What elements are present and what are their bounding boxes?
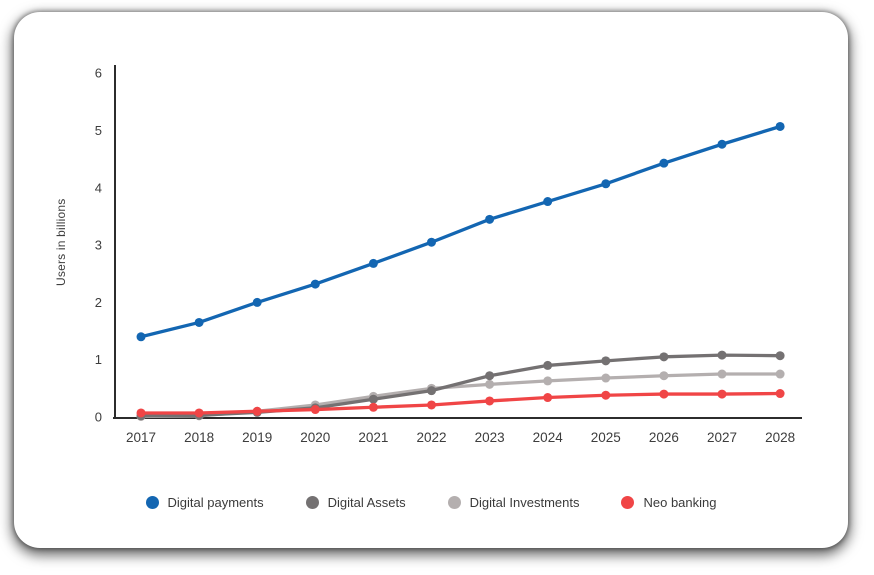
legend-item-digital-assets: Digital Assets: [305, 495, 406, 510]
data-point-digital-payments: [368, 258, 378, 268]
x-tick-label: 2023: [475, 430, 505, 445]
data-point-digital-investments: [659, 371, 669, 381]
chart-plot-area: 0 1 2 3 4 5 6 2017 2018 2019 2020 2021 2022 2023 2024 2…: [95, 65, 802, 445]
y-axis-title: Users in billions: [54, 198, 68, 286]
data-point-neo-banking: [659, 389, 669, 399]
chart-legend: Digital payments Digital Assets Digital In…: [14, 495, 848, 510]
legend-label: Neo banking: [643, 495, 717, 510]
x-tick-label: 2020: [300, 430, 330, 445]
y-tick-label: 5: [95, 123, 102, 138]
data-point-digital-investments: [775, 369, 785, 379]
data-point-neo-banking: [252, 406, 262, 416]
x-tick-label: 2022: [416, 430, 446, 445]
data-point-digital-investments: [485, 379, 495, 389]
legend-dot-icon: [621, 496, 635, 509]
data-point-digital-assets: [427, 386, 436, 396]
legend-dot-icon: [145, 496, 159, 509]
legend-label: Digital Investments: [469, 495, 580, 510]
data-point-digital-assets: [659, 352, 669, 362]
x-tick-label: 2026: [649, 430, 679, 445]
y-tick-label: 3: [95, 238, 102, 253]
legend-item-digital-investments: Digital Investments: [447, 495, 580, 510]
data-point-neo-banking: [194, 408, 204, 418]
data-point-digital-assets: [368, 394, 378, 404]
y-tick-label: 6: [95, 66, 102, 81]
data-point-digital-investments: [601, 373, 611, 383]
x-tick-label: 2024: [533, 430, 564, 445]
data-point-neo-banking: [427, 400, 436, 410]
x-tick-label: 2021: [358, 430, 388, 445]
chart-card: 0 1 2 3 4 5 6 2017 2018 2019 2020 2021 2022 2023 2024 2…: [14, 12, 848, 548]
x-tick-label: 2019: [242, 430, 272, 445]
data-point-digital-payments: [659, 158, 669, 168]
legend-label: Digital Assets: [327, 495, 406, 510]
data-point-digital-payments: [310, 279, 320, 289]
data-point-neo-banking: [136, 408, 146, 418]
legend-dot-icon: [447, 496, 461, 509]
data-point-digital-payments: [717, 139, 727, 149]
data-point-digital-assets: [485, 371, 495, 381]
data-point-neo-banking: [368, 402, 378, 412]
series-line-neo-banking: [139, 391, 782, 415]
y-tick-label: 4: [95, 180, 102, 195]
data-point-digital-payments: [775, 121, 785, 131]
data-point-digital-assets: [601, 356, 611, 366]
data-point-digital-assets: [717, 350, 727, 360]
x-tick-label: 2017: [126, 430, 156, 445]
data-point-digital-payments: [427, 237, 436, 247]
data-point-digital-assets: [775, 351, 785, 361]
data-point-digital-payments: [252, 297, 262, 307]
data-point-digital-assets: [543, 360, 553, 370]
data-point-neo-banking: [717, 389, 727, 399]
series-line-digital-payments: [139, 124, 782, 339]
y-tick-label: 0: [95, 410, 102, 425]
data-point-neo-banking: [543, 393, 553, 403]
data-point-neo-banking: [310, 405, 320, 415]
data-point-digital-investments: [717, 369, 727, 379]
x-tick-label: 2025: [591, 430, 621, 445]
data-point-neo-banking: [601, 390, 611, 400]
legend-label: Digital payments: [167, 495, 264, 510]
data-point-neo-banking: [485, 396, 495, 406]
x-tick-label: 2028: [765, 430, 795, 445]
y-tick-label: 1: [95, 352, 102, 367]
data-point-digital-payments: [485, 214, 495, 224]
legend-dot-icon: [305, 496, 319, 509]
data-point-digital-payments: [136, 332, 146, 342]
data-point-neo-banking: [775, 389, 785, 399]
data-point-digital-payments: [543, 197, 553, 207]
y-tick-label: 2: [95, 295, 102, 310]
x-tick-label: 2027: [707, 430, 737, 445]
data-point-digital-payments: [194, 317, 204, 327]
data-point-digital-investments: [543, 376, 553, 386]
legend-item-neo-banking: Neo banking: [621, 495, 716, 510]
data-point-digital-payments: [601, 179, 611, 189]
legend-item-digital-payments: Digital payments: [145, 495, 264, 510]
x-tick-label: 2018: [184, 430, 214, 445]
